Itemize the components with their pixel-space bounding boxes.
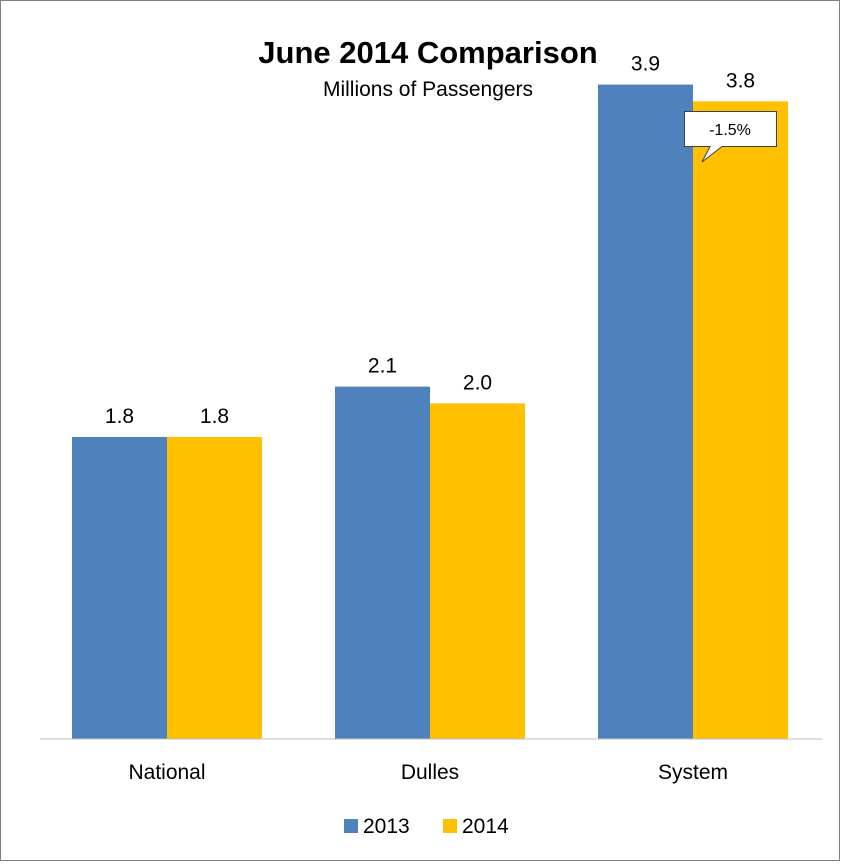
category-label-national: National	[128, 761, 205, 784]
value-labels-group: 1.8 1.8 2.1 2.0 3.9 3.8	[105, 53, 755, 428]
value-label-system-2014: 3.8	[726, 69, 755, 92]
category-labels-group: National Dulles System	[128, 761, 728, 784]
legend-label-2013: 2013	[363, 815, 410, 838]
legend-swatch-2013	[344, 819, 358, 833]
chart-subtitle: Millions of Passengers	[323, 78, 533, 101]
bars-group	[72, 84, 788, 740]
bar-system-2014	[693, 101, 788, 740]
value-label-national-2014: 1.8	[200, 405, 229, 428]
bar-system-2013	[598, 84, 693, 739]
value-label-dulles-2014: 2.0	[463, 371, 492, 394]
bar-national-2014	[167, 436, 262, 739]
legend: 2013 2014	[344, 815, 509, 838]
callout-text: -1.5%	[709, 122, 751, 139]
bar-dulles-2014	[430, 403, 525, 739]
bar-dulles-2013	[335, 386, 430, 739]
value-label-system-2013: 3.9	[631, 53, 660, 76]
bar-national-2013	[72, 436, 167, 739]
annotation-callout: -1.5%	[684, 111, 777, 163]
value-label-national-2013: 1.8	[105, 405, 134, 428]
callout-bubble	[684, 111, 777, 163]
category-label-dulles: Dulles	[401, 761, 459, 784]
legend-swatch-2014	[443, 819, 457, 833]
value-label-dulles-2013: 2.1	[368, 355, 397, 378]
chart-title: June 2014 Comparison	[258, 35, 597, 70]
legend-label-2014: 2014	[462, 815, 509, 838]
category-label-system: System	[658, 761, 728, 784]
